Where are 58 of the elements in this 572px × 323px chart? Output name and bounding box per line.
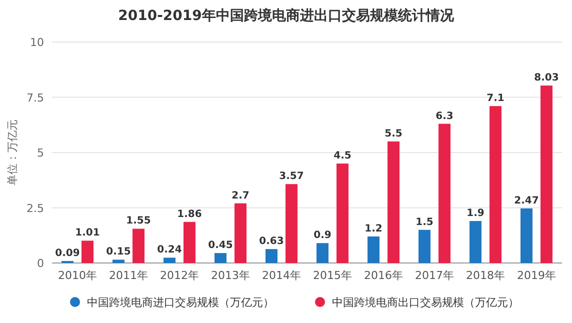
data-label: 7.1 bbox=[486, 93, 504, 104]
y-tick-label: 5 bbox=[37, 146, 44, 160]
bar bbox=[234, 203, 246, 263]
legend-label: 中国跨境电商进口交易规模（万亿元） bbox=[87, 296, 274, 309]
bar bbox=[540, 86, 552, 263]
bar bbox=[214, 253, 226, 263]
x-tick-label: 2017年 bbox=[415, 269, 454, 282]
data-label: 0.45 bbox=[208, 240, 233, 252]
x-tick-label: 2014年 bbox=[262, 269, 301, 282]
y-tick-label: 7.5 bbox=[26, 91, 44, 104]
data-label: 0.9 bbox=[314, 230, 332, 242]
bar bbox=[520, 208, 532, 263]
data-label: 0.15 bbox=[106, 246, 131, 258]
data-label: 1.9 bbox=[466, 208, 484, 220]
data-label: 3.57 bbox=[279, 171, 304, 182]
data-label: 1.86 bbox=[177, 208, 202, 220]
bar bbox=[184, 222, 196, 263]
bar bbox=[316, 243, 328, 263]
bar bbox=[368, 236, 380, 263]
chart-title: 2010-2019年中国跨境电商进出口交易规模统计情况 bbox=[118, 7, 455, 24]
data-label: 2.7 bbox=[232, 190, 250, 202]
x-tick-label: 2012年 bbox=[160, 269, 199, 282]
legend-label: 中国跨境电商出口交易规模（万亿元） bbox=[332, 296, 519, 309]
data-label: 0.09 bbox=[55, 248, 80, 260]
bar bbox=[490, 106, 502, 263]
y-tick-label: 2.5 bbox=[26, 202, 44, 215]
y-axis-title: 单位：万亿元 bbox=[6, 120, 19, 186]
bar bbox=[388, 141, 400, 263]
data-label: 1.55 bbox=[126, 216, 151, 227]
x-tick-label: 2016年 bbox=[364, 269, 403, 282]
bar bbox=[286, 184, 298, 263]
y-tick-label: 0 bbox=[37, 257, 44, 270]
data-label: 0.24 bbox=[157, 244, 182, 256]
data-label: 1.2 bbox=[364, 223, 382, 234]
x-tick-label: 2019年 bbox=[517, 269, 556, 282]
data-label: 4.5 bbox=[334, 150, 352, 162]
bar bbox=[470, 221, 482, 263]
bar bbox=[132, 228, 144, 263]
x-tick-label: 2013年 bbox=[211, 269, 250, 282]
x-tick-label: 2011年 bbox=[109, 269, 148, 282]
x-tick-label: 2010年 bbox=[58, 269, 97, 282]
bar bbox=[164, 258, 176, 263]
data-label: 6.3 bbox=[436, 110, 454, 122]
data-label: 1.5 bbox=[416, 216, 434, 228]
bar bbox=[336, 164, 348, 263]
data-label: 0.63 bbox=[259, 236, 284, 248]
y-tick-label: 10 bbox=[30, 36, 44, 49]
bar bbox=[438, 124, 450, 263]
data-label: 2.47 bbox=[514, 195, 539, 206]
data-label: 5.5 bbox=[384, 128, 402, 140]
data-label: 1.01 bbox=[75, 228, 100, 239]
bar bbox=[112, 260, 124, 263]
bar bbox=[82, 240, 94, 263]
x-tick-label: 2018年 bbox=[466, 269, 505, 282]
data-label: 8.03 bbox=[534, 72, 559, 84]
x-tick-label: 2015年 bbox=[313, 269, 352, 282]
bar bbox=[418, 230, 430, 263]
bar bbox=[266, 249, 278, 263]
